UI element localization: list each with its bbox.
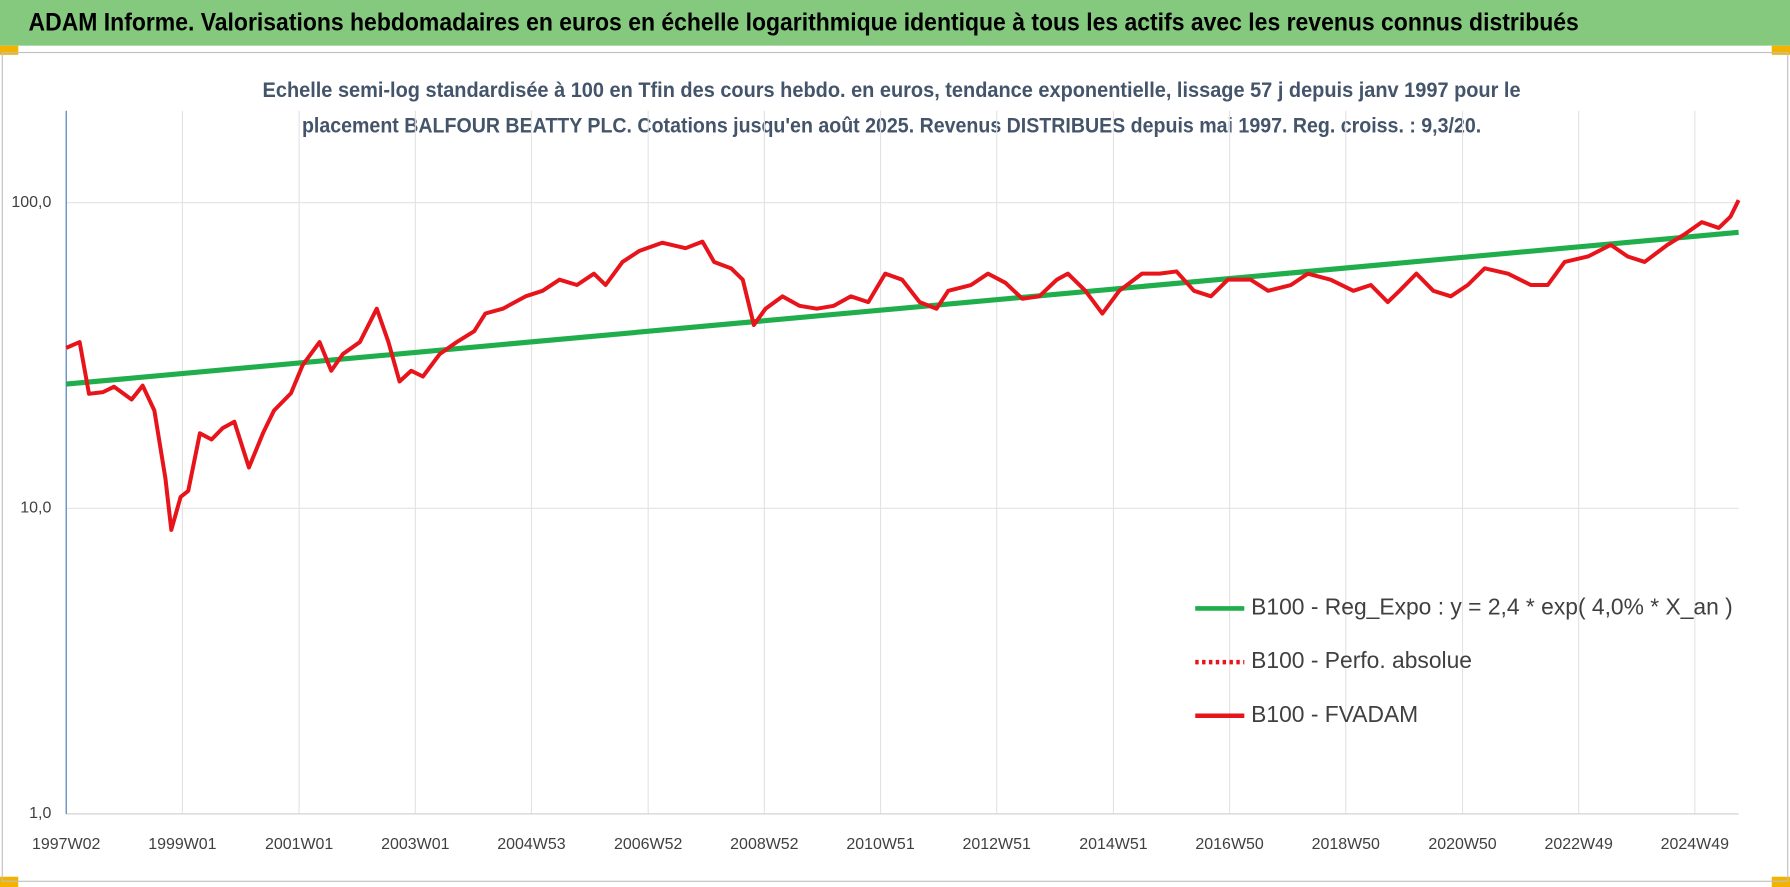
data-line — [65, 199, 1741, 532]
frame — [1, 51, 1789, 882]
corner — [0, 45, 19, 55]
y-tick-label: 10,0 — [20, 500, 51, 517]
legend-label: B100 - Reg_Expo : y = 2,4 * exp( 4,0% * … — [1251, 593, 1733, 619]
x-tick-label: 2004W53 — [497, 836, 565, 853]
corner — [1771, 45, 1790, 55]
title-bar — [0, 0, 1790, 46]
x-tick-label: 2010W51 — [846, 836, 914, 853]
x-tick-label: 2018W50 — [1312, 836, 1380, 853]
x-tick-label: 2022W49 — [1544, 836, 1612, 853]
x-tick-label: 2008W52 — [730, 836, 798, 853]
x-tick-label: 2020W50 — [1428, 836, 1496, 853]
chart-subtitle: Echelle semi-log standardisée à 100 en T… — [263, 77, 1521, 102]
data-line — [65, 229, 1739, 387]
y-tick-label: 1,0 — [29, 805, 51, 822]
legend-label: B100 - FVADAM — [1251, 701, 1418, 727]
x-tick-label: 2024W49 — [1661, 836, 1729, 853]
x-tick-label: 2014W51 — [1079, 836, 1147, 853]
x-tick-label: 2006W52 — [614, 836, 682, 853]
x-tick-label: 2016W50 — [1195, 836, 1263, 853]
chart-title: ADAM Informe. Valorisations hebdomadaire… — [29, 9, 1579, 37]
chart-subtitle: placement BALFOUR BEATTY PLC. Cotations … — [302, 112, 1481, 137]
x-tick-label: 1997W02 — [32, 836, 100, 853]
y-tick-label: 100,0 — [11, 194, 51, 211]
x-tick-label: 2012W51 — [963, 836, 1031, 853]
x-tick-label: 2001W01 — [265, 836, 333, 853]
legend-label: B100 - Perfo. absolue — [1251, 647, 1472, 673]
x-tick-label: 2003W01 — [381, 836, 449, 853]
x-tick-label: 1999W01 — [148, 836, 216, 853]
